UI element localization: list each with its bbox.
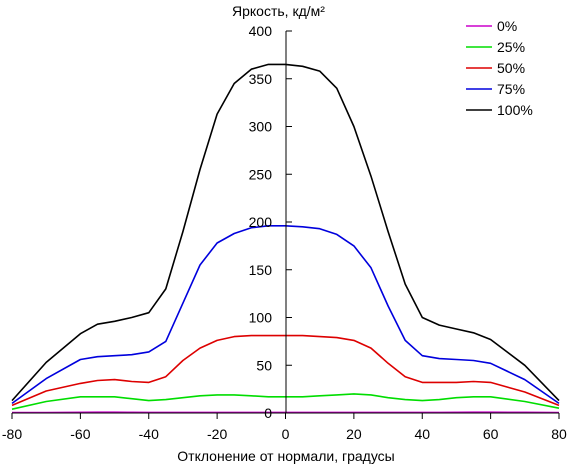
x-tick-label: 20: [346, 426, 362, 442]
y-ticks: 0 50 100 150 200 250 300 350 400: [249, 23, 292, 421]
x-tick-label: -40: [139, 426, 159, 442]
x-ticks: -80 -60 -40 -20 0 20 40 60 80: [2, 413, 567, 442]
x-tick-label: 60: [483, 426, 499, 442]
legend: 0% 25% 50% 75% 100%: [466, 18, 533, 118]
x-tick-label: 40: [414, 426, 430, 442]
y-tick-label: 400: [249, 23, 273, 39]
y-tick-label: 0: [264, 405, 272, 421]
y-tick-label: 250: [249, 166, 273, 182]
y-tick-label: 200: [249, 214, 273, 230]
x-tick-label: -60: [70, 426, 90, 442]
legend-label: 100%: [497, 102, 533, 118]
y-tick-label: 150: [249, 262, 273, 278]
x-tick-label: -80: [2, 426, 22, 442]
legend-label: 25%: [497, 39, 525, 55]
legend-label: 75%: [497, 81, 525, 97]
x-axis-label: Отклонение от нормали, градусы: [177, 448, 394, 464]
legend-label: 50%: [497, 60, 525, 76]
y-tick-label: 100: [249, 310, 273, 326]
y-tick-label: 50: [256, 357, 272, 373]
y-tick-label: 350: [249, 71, 273, 87]
y-tick-label: 300: [249, 119, 273, 135]
x-tick-label: 0: [282, 426, 290, 442]
legend-label: 0%: [497, 18, 517, 34]
x-tick-label: -20: [207, 426, 227, 442]
y-axis-label: Яркость, кд/м²: [232, 3, 325, 19]
x-tick-label: 80: [551, 426, 567, 442]
